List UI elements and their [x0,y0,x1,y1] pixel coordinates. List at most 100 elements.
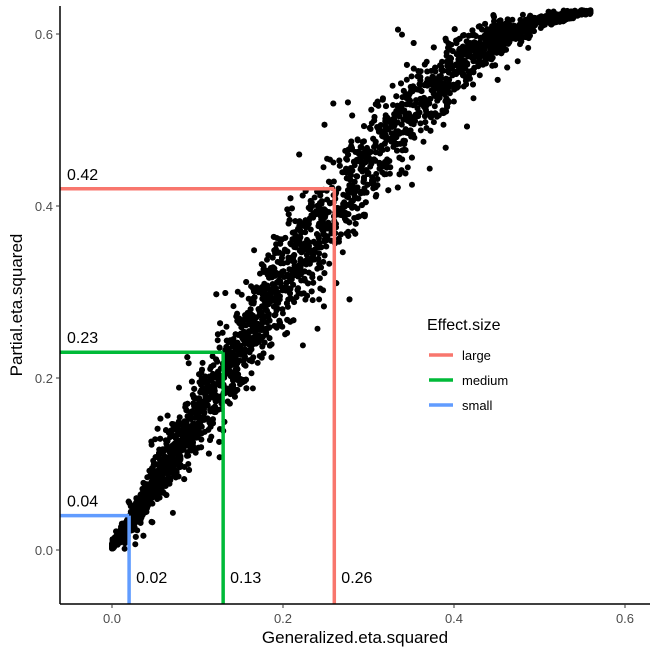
data-point [568,8,575,15]
data-point [407,101,414,108]
data-point [450,98,457,105]
data-point [341,199,348,206]
data-point [168,468,175,475]
data-point [299,342,306,349]
data-point [247,336,254,343]
data-point [172,474,179,481]
legend-label-medium: medium [462,373,508,388]
data-point [264,285,271,292]
data-point [376,165,383,172]
data-point [359,139,366,145]
data-point [185,423,192,430]
data-point [488,42,495,49]
data-point [266,274,273,281]
data-point [345,232,352,239]
data-point [424,68,431,75]
data-point [372,193,379,200]
data-point [395,26,401,33]
data-point [310,279,317,286]
data-point [201,402,208,409]
data-point [371,117,378,124]
data-point [264,319,270,326]
data-point [260,266,267,273]
data-point [323,243,330,250]
data-point [303,245,310,252]
data-point [154,425,161,432]
data-point [240,351,247,358]
data-point [354,205,361,212]
data-point [243,279,250,285]
threshold-y-label-medium: 0.23 [67,330,98,347]
data-point [196,371,203,378]
data-point [577,11,584,18]
data-point [405,93,412,100]
data-point [381,171,388,178]
data-point [354,137,361,144]
data-point [140,532,147,539]
data-point [322,212,329,219]
data-point [198,430,205,437]
data-point [342,215,348,222]
data-point [248,300,255,306]
data-point [207,423,214,430]
data-point [284,248,291,255]
data-point [493,49,500,56]
data-point [239,334,246,341]
data-point [340,191,347,198]
data-point [287,295,294,301]
data-point [321,252,328,259]
legend-label-small: small [462,398,492,413]
data-point [240,377,247,383]
data-point [152,454,159,461]
data-point [417,127,424,134]
data-point [316,250,322,257]
data-point [216,454,223,461]
legend-entries: large medium small [429,348,508,413]
data-point [191,385,198,392]
data-point [251,318,257,325]
data-point [408,73,415,80]
data-point [169,421,176,427]
data-point [486,55,493,62]
data-point [241,361,248,368]
data-point [192,414,199,421]
data-point [283,300,290,307]
data-point [213,397,220,404]
data-point [290,281,297,288]
data-point [410,40,417,46]
data-point [416,81,423,88]
data-point [143,505,150,512]
data-point [393,93,400,100]
data-point [428,87,435,94]
data-point [307,206,314,212]
data-point [347,165,354,172]
data-point [148,499,155,506]
data-point [230,303,237,310]
data-point [227,373,234,380]
data-point [431,103,438,110]
data-point [285,220,292,227]
data-point [222,290,229,296]
data-point [191,403,198,410]
data-point [326,200,333,206]
data-point [359,168,366,175]
data-point [320,164,327,171]
data-point [258,323,265,330]
data-point [330,100,337,107]
data-point [458,69,465,76]
data-point [316,275,323,282]
data-point [349,112,356,119]
data-point [447,61,454,68]
data-point [295,265,302,272]
data-point [495,36,502,43]
data-point [183,440,190,447]
data-point [521,28,528,34]
data-point [524,34,531,41]
data-point [321,236,328,243]
data-point [417,120,424,127]
data-point [316,260,323,267]
data-point [402,170,409,177]
data-point [491,29,498,35]
point-cloud [109,7,594,552]
data-point [250,285,257,292]
